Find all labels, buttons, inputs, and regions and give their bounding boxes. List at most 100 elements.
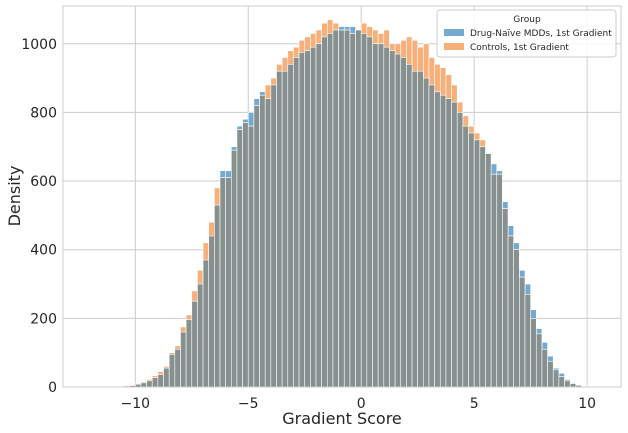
bar-overlap bbox=[468, 132, 475, 388]
bar-overlap bbox=[202, 259, 210, 388]
y-tick-label: 1000 bbox=[21, 37, 57, 53]
legend-title: Group bbox=[513, 15, 541, 25]
bar-overlap bbox=[180, 331, 187, 388]
bar-overlap bbox=[451, 101, 458, 388]
bar-overlap bbox=[191, 300, 198, 388]
bar-overlap bbox=[377, 43, 385, 388]
bar-overlap bbox=[383, 46, 390, 388]
bar-overlap bbox=[276, 70, 283, 388]
x-tick-label: 10 bbox=[578, 396, 596, 412]
plot-frame bbox=[62, 5, 622, 388]
bar-overlap bbox=[157, 374, 164, 388]
bar-overlap bbox=[473, 139, 481, 388]
bar-overlap bbox=[445, 98, 452, 388]
bar-overlap bbox=[434, 91, 441, 388]
bar-overlap bbox=[423, 77, 430, 388]
bar-overlap bbox=[535, 333, 543, 388]
bar-overlap bbox=[304, 50, 311, 388]
y-tick-label: 400 bbox=[30, 243, 57, 259]
bar-overlap bbox=[219, 177, 226, 388]
bar-overlap bbox=[236, 129, 243, 388]
bar-overlap bbox=[315, 43, 322, 388]
bar-overlap bbox=[247, 125, 255, 388]
bar-overlap bbox=[552, 369, 560, 388]
bar-overlap bbox=[485, 153, 492, 388]
bar-overlap bbox=[547, 360, 554, 388]
bar-overlap bbox=[168, 354, 176, 388]
bar-overlap bbox=[185, 319, 193, 388]
y-tick-label: 600 bbox=[30, 174, 57, 190]
bar-overlap bbox=[490, 173, 498, 388]
bar-overlap bbox=[163, 367, 170, 388]
bar-overlap bbox=[428, 84, 435, 388]
bar-overlap bbox=[349, 33, 356, 388]
bar-overlap bbox=[225, 177, 232, 388]
bar-overlap bbox=[321, 36, 328, 388]
y-tick-label: 200 bbox=[30, 311, 57, 327]
bar-overlap bbox=[366, 36, 373, 388]
bar-overlap bbox=[479, 146, 486, 388]
bar-overlap bbox=[513, 249, 520, 388]
bar-overlap bbox=[174, 348, 181, 388]
bar-overlap bbox=[400, 57, 407, 388]
bar-overlap bbox=[519, 276, 526, 388]
bar-overlap bbox=[541, 348, 548, 388]
legend: Group Drug-Naïve MDDs, 1st Gradient Cont… bbox=[436, 9, 617, 58]
bar-overlap bbox=[558, 376, 565, 388]
y-tick-label: 800 bbox=[30, 105, 57, 121]
legend-label-drug-naive-mdds: Drug-Naïve MDDs, 1st Gradient bbox=[470, 29, 612, 39]
bar-overlap bbox=[197, 283, 204, 388]
bar-overlap bbox=[530, 318, 537, 388]
bar-overlap bbox=[242, 122, 249, 388]
legend-swatch-drug-naive-mdds bbox=[444, 29, 464, 36]
legend-swatch-controls bbox=[444, 43, 464, 50]
bar-overlap bbox=[343, 29, 351, 388]
bar-overlap bbox=[355, 29, 362, 388]
x-tick-label: −5 bbox=[238, 396, 259, 412]
bar-overlap bbox=[394, 53, 402, 388]
y-axis-label: Density bbox=[5, 166, 24, 227]
bar-overlap bbox=[140, 382, 147, 388]
bar-overlap bbox=[332, 29, 339, 388]
x-tick-label: −10 bbox=[121, 396, 151, 412]
x-tick-label: 0 bbox=[357, 396, 366, 412]
bar-overlap bbox=[389, 50, 396, 388]
x-tick-labels: −10 −5 0 5 10 bbox=[121, 396, 597, 412]
bar-overlap bbox=[564, 380, 571, 388]
bar-overlap bbox=[231, 149, 238, 388]
bar-overlap bbox=[406, 64, 413, 388]
bar-overlap bbox=[298, 52, 306, 388]
bar-overlap bbox=[327, 33, 334, 388]
bar-overlap bbox=[338, 29, 345, 388]
bar-overlap bbox=[146, 380, 153, 388]
legend-label-controls: Controls, 1st Gradient bbox=[470, 43, 569, 53]
bar-overlap bbox=[270, 84, 277, 388]
bar-overlap bbox=[259, 94, 266, 388]
bar-overlap bbox=[253, 105, 260, 388]
bar-overlap bbox=[507, 235, 514, 388]
bar-overlap bbox=[293, 57, 300, 388]
bar-overlap bbox=[264, 98, 272, 388]
bar-overlap bbox=[281, 70, 289, 388]
bar-overlap bbox=[360, 33, 368, 388]
y-tick-label: 0 bbox=[48, 380, 57, 396]
bar-overlap bbox=[462, 125, 469, 388]
x-tick-label: 5 bbox=[470, 396, 479, 412]
bar-overlap bbox=[310, 46, 317, 388]
y-tick-labels: 0 200 400 600 800 1000 bbox=[21, 37, 57, 396]
bar-overlap bbox=[208, 235, 215, 388]
bar-overlap bbox=[372, 43, 379, 388]
bar-overlap bbox=[456, 112, 464, 388]
bar-overlap bbox=[417, 70, 424, 388]
bar-overlap bbox=[524, 294, 531, 388]
bar-overlap bbox=[502, 208, 509, 388]
bar-overlap bbox=[569, 383, 577, 388]
bar-overlap bbox=[287, 64, 294, 388]
bar-overlap bbox=[411, 70, 418, 388]
bar-overlap bbox=[214, 204, 221, 388]
bar-overlap bbox=[496, 173, 503, 388]
bar-overlap bbox=[151, 377, 159, 388]
bar-overlap bbox=[439, 94, 447, 388]
legend-box bbox=[436, 9, 617, 58]
